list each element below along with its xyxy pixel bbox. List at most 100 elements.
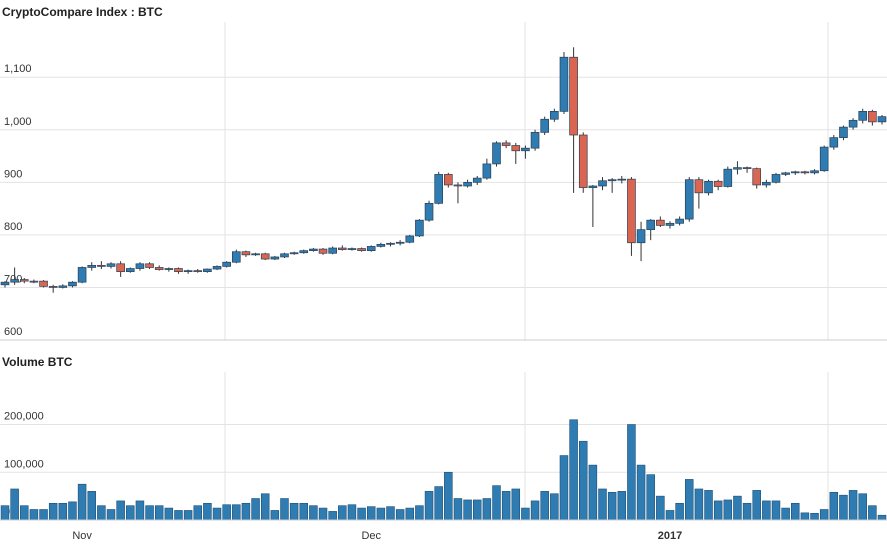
volume-bar: [656, 495, 665, 521]
volume-bar: [347, 504, 357, 521]
candle-body: [231, 251, 241, 263]
candle-body: [58, 285, 68, 288]
volume-bar: [877, 514, 887, 521]
volume-bar: [415, 505, 424, 521]
candle-body: [19, 279, 29, 282]
volume-bar: [511, 488, 521, 521]
volume-bar: [212, 507, 222, 521]
volume-bar: [704, 490, 713, 521]
volume-bar: [203, 502, 212, 521]
candle-body: [125, 268, 135, 273]
volume-bar: [405, 507, 415, 521]
candle-body: [704, 180, 713, 194]
volume-bar: [318, 507, 328, 521]
volume-bar: [126, 505, 135, 521]
volume-bar: [713, 500, 723, 521]
candle-body: [338, 247, 347, 250]
volume-bar: [685, 479, 694, 521]
volume-bar: [742, 502, 752, 521]
candle-body: [733, 167, 742, 170]
candle-body: [550, 111, 559, 120]
volume-bar: [868, 505, 877, 521]
candle-body: [868, 111, 877, 123]
volume-bar: [665, 510, 675, 521]
volume-bar: [222, 504, 231, 521]
candle-body: [145, 263, 154, 268]
candle-body: [723, 168, 733, 187]
volume-bar: [154, 505, 164, 521]
candle-body: [540, 118, 549, 133]
candle-body: [347, 248, 357, 250]
candle-body: [97, 265, 106, 267]
volume-bar: [463, 499, 472, 521]
volume-bar: [20, 505, 29, 521]
volume-bar: [106, 509, 116, 521]
candle-body: [627, 178, 636, 244]
candle-body: [839, 126, 848, 138]
volume-bar: [232, 504, 241, 521]
chart-title: CryptoCompare Index : BTC: [2, 5, 163, 19]
candle-body: [858, 111, 868, 121]
candle-body: [260, 253, 270, 260]
candle-body: [212, 266, 222, 270]
candle-body: [511, 145, 521, 152]
volume-bar: [762, 500, 771, 521]
candle-body: [530, 132, 540, 149]
volume-bar: [270, 510, 280, 521]
candle-body: [819, 146, 829, 172]
candle-body: [280, 253, 289, 258]
volume-bar: [453, 498, 463, 521]
candle-body: [309, 248, 318, 251]
volume-bar: [791, 502, 800, 521]
candle-body: [386, 242, 395, 245]
candle-body: [472, 177, 482, 183]
candle-body: [810, 170, 819, 174]
candle-body: [559, 56, 569, 112]
volume-bar: [607, 492, 617, 521]
candle-body: [299, 250, 309, 254]
volume-bar: [588, 464, 598, 521]
volume-bar: [675, 502, 684, 521]
candle-body: [203, 268, 212, 273]
volume-bar: [540, 491, 549, 521]
volume-bar: [569, 419, 578, 521]
candle-body: [183, 270, 193, 273]
volume-bar: [810, 513, 819, 521]
volume-bar: [241, 502, 251, 521]
volume-bar: [58, 502, 68, 521]
volume-bar: [289, 502, 299, 521]
volume-bar: [501, 491, 511, 521]
candle-body: [762, 181, 771, 186]
volume-bar: [444, 471, 453, 521]
volume-bar: [366, 506, 376, 521]
volume-bar: [183, 510, 193, 521]
volume-bar: [280, 498, 289, 521]
candle-body: [289, 252, 299, 255]
volume-bar: [800, 512, 810, 521]
candle-body: [77, 267, 87, 283]
volume-bar: [145, 505, 154, 521]
candle-body: [482, 163, 492, 179]
volume-bar: [29, 509, 39, 521]
candle-body: [617, 178, 627, 181]
candle-body: [607, 179, 617, 182]
volume-bar: [193, 505, 202, 521]
volume-bar: [733, 495, 742, 521]
candle-body: [68, 281, 77, 287]
volume-bar: [328, 511, 337, 521]
volume-bar: [839, 494, 848, 521]
candle-body: [174, 268, 183, 273]
candle-body: [665, 222, 675, 226]
volume-bar: [848, 490, 858, 521]
candle-body: [48, 286, 58, 288]
candle-body: [135, 263, 145, 269]
volume-bar: [135, 500, 145, 521]
volume-bar: [0, 505, 10, 521]
volume-bar: [68, 501, 77, 521]
candle-body: [800, 171, 810, 174]
candle-body: [415, 219, 424, 237]
candle-body: [193, 270, 203, 273]
candle-body: [742, 167, 752, 169]
volume-bar: [627, 424, 636, 521]
candle-body: [222, 261, 231, 267]
